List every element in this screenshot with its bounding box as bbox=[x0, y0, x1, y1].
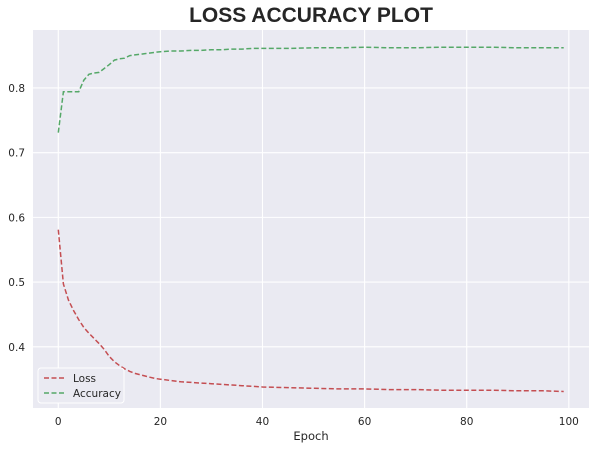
y-tick-label: 0.6 bbox=[8, 212, 25, 224]
series-line-accuracy bbox=[57, 46, 564, 133]
series-line-loss bbox=[57, 229, 564, 393]
x-axis-ticks: 0 20 40 60 80 100 bbox=[55, 416, 579, 428]
y-tick-label: 0.4 bbox=[8, 342, 25, 354]
plot-area bbox=[33, 30, 589, 408]
x-tick-label: 80 bbox=[460, 416, 473, 428]
legend-box bbox=[37, 367, 125, 404]
legend-label: Accuracy bbox=[73, 388, 121, 400]
y-tick-label: 0.7 bbox=[8, 148, 25, 160]
legend-label: Loss bbox=[73, 373, 96, 385]
x-tick-label: 0 bbox=[55, 416, 62, 428]
y-tick-label: 0.5 bbox=[8, 277, 25, 289]
x-axis-label: Epoch bbox=[293, 429, 328, 443]
x-tick-label: 40 bbox=[256, 416, 269, 428]
grid-lines bbox=[33, 30, 589, 408]
y-axis-ticks: 0.4 0.5 0.6 0.7 0.8 bbox=[8, 83, 25, 354]
y-tick-label: 0.8 bbox=[8, 83, 25, 95]
chart-title: LOSS ACCURACY PLOT bbox=[189, 4, 433, 27]
x-tick-label: 100 bbox=[559, 416, 579, 428]
x-tick-label: 60 bbox=[358, 416, 371, 428]
x-tick-label: 20 bbox=[154, 416, 167, 428]
series-layer bbox=[57, 46, 564, 393]
legend: Loss Accuracy bbox=[37, 367, 125, 404]
